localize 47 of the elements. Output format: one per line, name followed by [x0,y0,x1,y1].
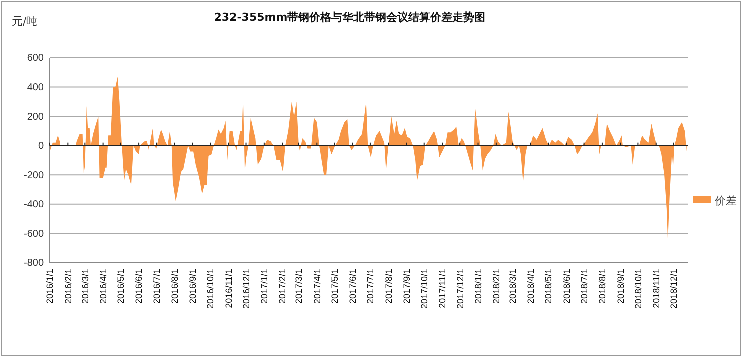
x-tick-label: 2017/7/1 [366,269,376,304]
x-tick-label: 2016/5/1 [116,269,126,304]
x-tick-label: 2017/12/1 [455,269,466,310]
x-tick-label: 2016/7/1 [152,269,162,304]
x-tick-label: 2016/10/1 [206,269,216,310]
y-tick-label: 400 [27,82,44,94]
x-tick-label: 2018/10/1 [633,269,644,310]
x-tick-label: 2016/4/1 [98,269,108,304]
y-tick-label: 600 [27,53,44,64]
x-tick-label: 2018/6/1 [562,269,572,304]
x-tick-label: 2016/12/1 [241,269,252,310]
y-tick-label: 0 [38,141,44,152]
x-tick-label: 2017/1/1 [260,269,270,304]
x-tick-label: 2017/2/1 [278,269,288,304]
x-tick-label: 2016/6/1 [134,269,144,304]
x-tick-label: 2018/1/1 [473,269,484,304]
y-axis-title: 元/吨 [12,15,38,28]
y-tick-label: 200 [27,112,44,123]
y-tick-label: -600 [24,228,44,240]
x-tick-label: 2016/11/1 [224,269,234,308]
x-tick-label: 2016/3/1 [80,269,90,304]
legend-label: 价差 [714,194,737,208]
x-tick-label: 2018/11/1 [652,269,662,308]
x-tick-label: 2017/10/1 [420,269,430,310]
x-tick-label: 2017/9/1 [402,269,412,304]
x-tick-label: 2017/3/1 [294,269,304,304]
x-tick-label: 2017/5/1 [330,269,340,304]
x-tick-label: 2017/6/1 [348,269,358,304]
x-tick-label: 2018/9/1 [616,269,626,304]
x-tick-label: 2018/3/1 [508,269,518,304]
x-tick-label: 2016/8/1 [170,269,180,304]
x-tick-label: 2018/4/1 [526,269,536,304]
x-tick-label: 2018/7/1 [579,269,590,304]
y-tick-label: -200 [24,170,44,182]
chart-title: 232-355mm带钢价格与华北带钢会议结算价差走势图 [214,11,486,24]
x-tick-label: 2016/2/1 [63,269,74,304]
y-tick-label: -400 [24,200,44,211]
x-tick-label: 2018/5/1 [544,269,554,304]
x-tick-label: 2017/11/1 [438,269,448,308]
x-tick-label: 2018/12/1 [669,269,680,310]
x-tick-label: 2016/1/1 [45,269,56,304]
y-tick-label: -800 [24,258,44,270]
x-tick-label: 2017/8/1 [384,269,394,304]
x-tick-label: 2018/8/1 [598,269,608,304]
x-tick-label: 2018/2/1 [492,269,502,304]
x-tick-label: 2016/9/1 [188,269,198,304]
x-tick-label: 2017/4/1 [312,269,322,304]
